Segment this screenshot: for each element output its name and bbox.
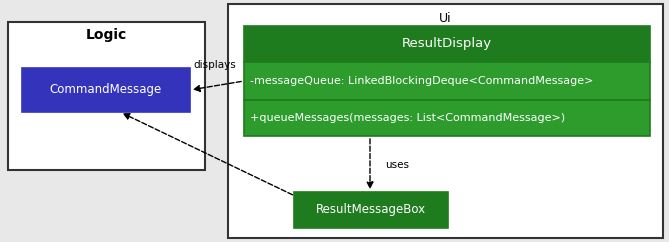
- Bar: [244, 62, 650, 100]
- Text: displays: displays: [193, 60, 236, 70]
- Text: Ui: Ui: [439, 12, 452, 25]
- Text: ResultMessageBox: ResultMessageBox: [316, 204, 426, 217]
- Text: Logic: Logic: [86, 28, 127, 42]
- Bar: [228, 4, 663, 238]
- Text: uses: uses: [385, 160, 409, 170]
- Bar: [244, 26, 650, 62]
- Text: -messageQueue: LinkedBlockingDeque<CommandMessage>: -messageQueue: LinkedBlockingDeque<Comma…: [250, 76, 593, 86]
- Bar: [22, 68, 190, 112]
- Bar: [294, 192, 448, 228]
- Bar: [8, 22, 205, 170]
- Text: CommandMessage: CommandMessage: [50, 83, 162, 97]
- Text: ResultDisplay: ResultDisplay: [402, 38, 492, 51]
- Bar: [244, 100, 650, 136]
- Text: +queueMessages(messages: List<CommandMessage>): +queueMessages(messages: List<CommandMes…: [250, 113, 565, 123]
